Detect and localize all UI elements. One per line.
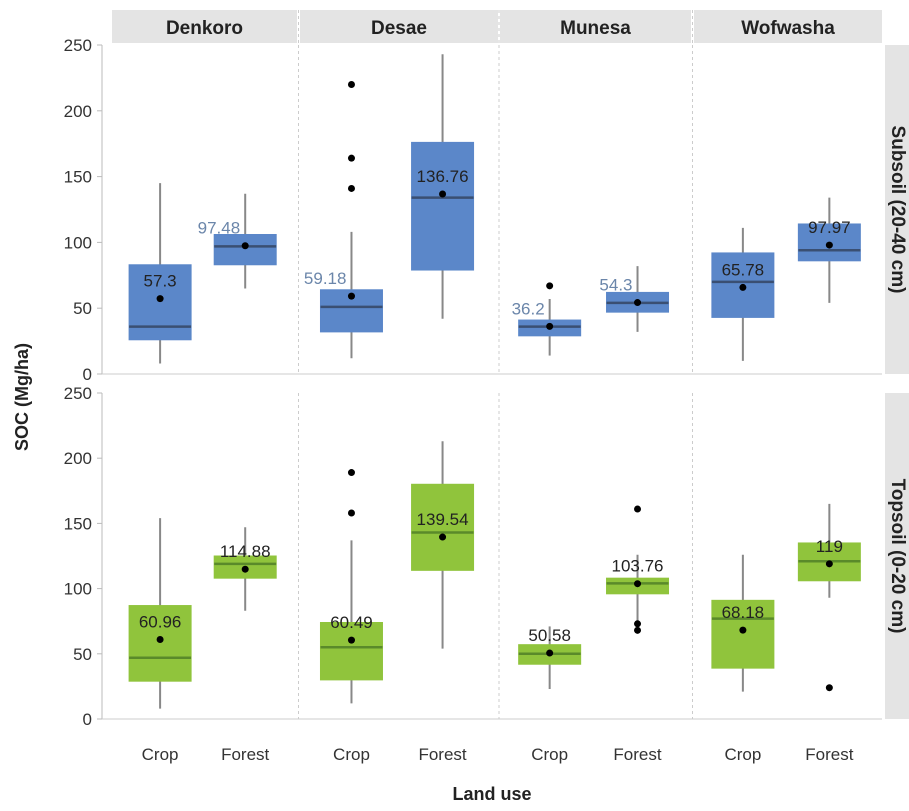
x-tick-label-crop: Crop [531,745,568,764]
y-tick-label: 250 [64,384,92,403]
outlier-point [347,469,355,477]
x-axis-title: Land use [452,784,531,804]
outlier-point [347,80,355,88]
mean-label: 60.49 [330,613,373,632]
row-strip-1 [885,393,909,719]
facet-strip-2 [500,10,691,43]
facet-label-wofwasha: Wofwasha [741,18,835,39]
mean-point [156,636,164,644]
y-tick-label: 0 [83,365,92,384]
mean-label: 57.3 [144,272,177,291]
mean-point [825,241,833,249]
facet-label-munesa: Munesa [560,18,631,39]
mean-point [156,295,164,303]
outlier-point [634,626,642,634]
outlier-point [634,505,642,513]
facet-strip-1 [300,10,498,43]
mean-label: 60.96 [139,613,182,632]
mean-point [739,626,747,634]
x-tick-label-forest: Forest [805,745,853,764]
x-tick-label-forest: Forest [221,745,269,764]
row-strip-0 [885,45,909,374]
mean-point [546,322,554,330]
mean-label: 103.76 [612,557,664,576]
mean-point [439,533,447,541]
facet-strip-0 [112,10,297,43]
y-tick-label: 200 [64,102,92,121]
outlier-point [347,154,355,162]
mean-point [241,242,249,250]
y-tick-label: 50 [73,645,92,664]
row-label-1: Topsoil (0-20 cm) [887,479,908,634]
x-tick-label-crop: Crop [142,745,179,764]
outlier-point [634,620,642,628]
facet-strip-3 [694,10,882,43]
facet-label-desae: Desae [371,18,427,39]
mean-point [241,565,249,573]
mean-label: 50.58 [528,626,571,645]
y-tick-label: 250 [64,36,92,55]
mean-point [347,636,355,644]
mean-label: 136.76 [417,167,469,186]
mean-label: 36.2 [512,299,545,318]
facet-label-denkoro: Denkoro [166,18,243,39]
y-tick-label: 100 [64,233,92,252]
x-tick-label-forest: Forest [613,745,661,764]
mean-point [347,292,355,300]
box-denkoro-crop [128,605,192,682]
y-tick-label: 50 [73,299,92,318]
outlier-point [347,184,355,192]
box-desae-forest [411,483,475,571]
plot-area: Denkoro Desae Munesa Wofwasha Subsoil (20-40… [64,10,909,764]
box-desae-crop [319,622,383,681]
mean-point [439,190,447,198]
mean-label: 54.3 [599,276,632,295]
outlier-point [347,509,355,517]
x-tick-label-crop: Crop [724,745,761,764]
box-desae-forest [411,141,475,271]
mean-label: 139.54 [417,510,469,529]
y-tick-label: 100 [64,580,92,599]
mean-point [546,649,554,657]
mean-label: 114.88 [220,542,271,561]
box-denkoro-forest [213,234,277,266]
mean-label: 119 [816,537,843,556]
mean-label: 59.18 [304,269,347,288]
row-label-0: Subsoil (20-40 cm) [887,126,908,294]
y-tick-label: 200 [64,449,92,468]
x-tick-label-crop: Crop [333,745,370,764]
box-wofwasha-crop [711,599,775,669]
mean-label: 65.78 [722,260,765,279]
mean-point [634,580,642,588]
x-tick-label-forest: Forest [418,745,466,764]
outlier-point [546,282,554,290]
y-axis-title: SOC (Mg/ha) [12,343,32,451]
y-tick-label: 150 [64,514,92,533]
mean-label: 97.48 [198,219,241,238]
mean-label: 68.18 [722,603,765,622]
mean-point [739,283,747,291]
mean-point [634,299,642,307]
outlier-point [825,684,833,692]
y-tick-label: 150 [64,168,92,187]
y-tick-label: 0 [83,710,92,729]
mean-label: 97.97 [808,218,851,237]
mean-point [825,560,833,568]
